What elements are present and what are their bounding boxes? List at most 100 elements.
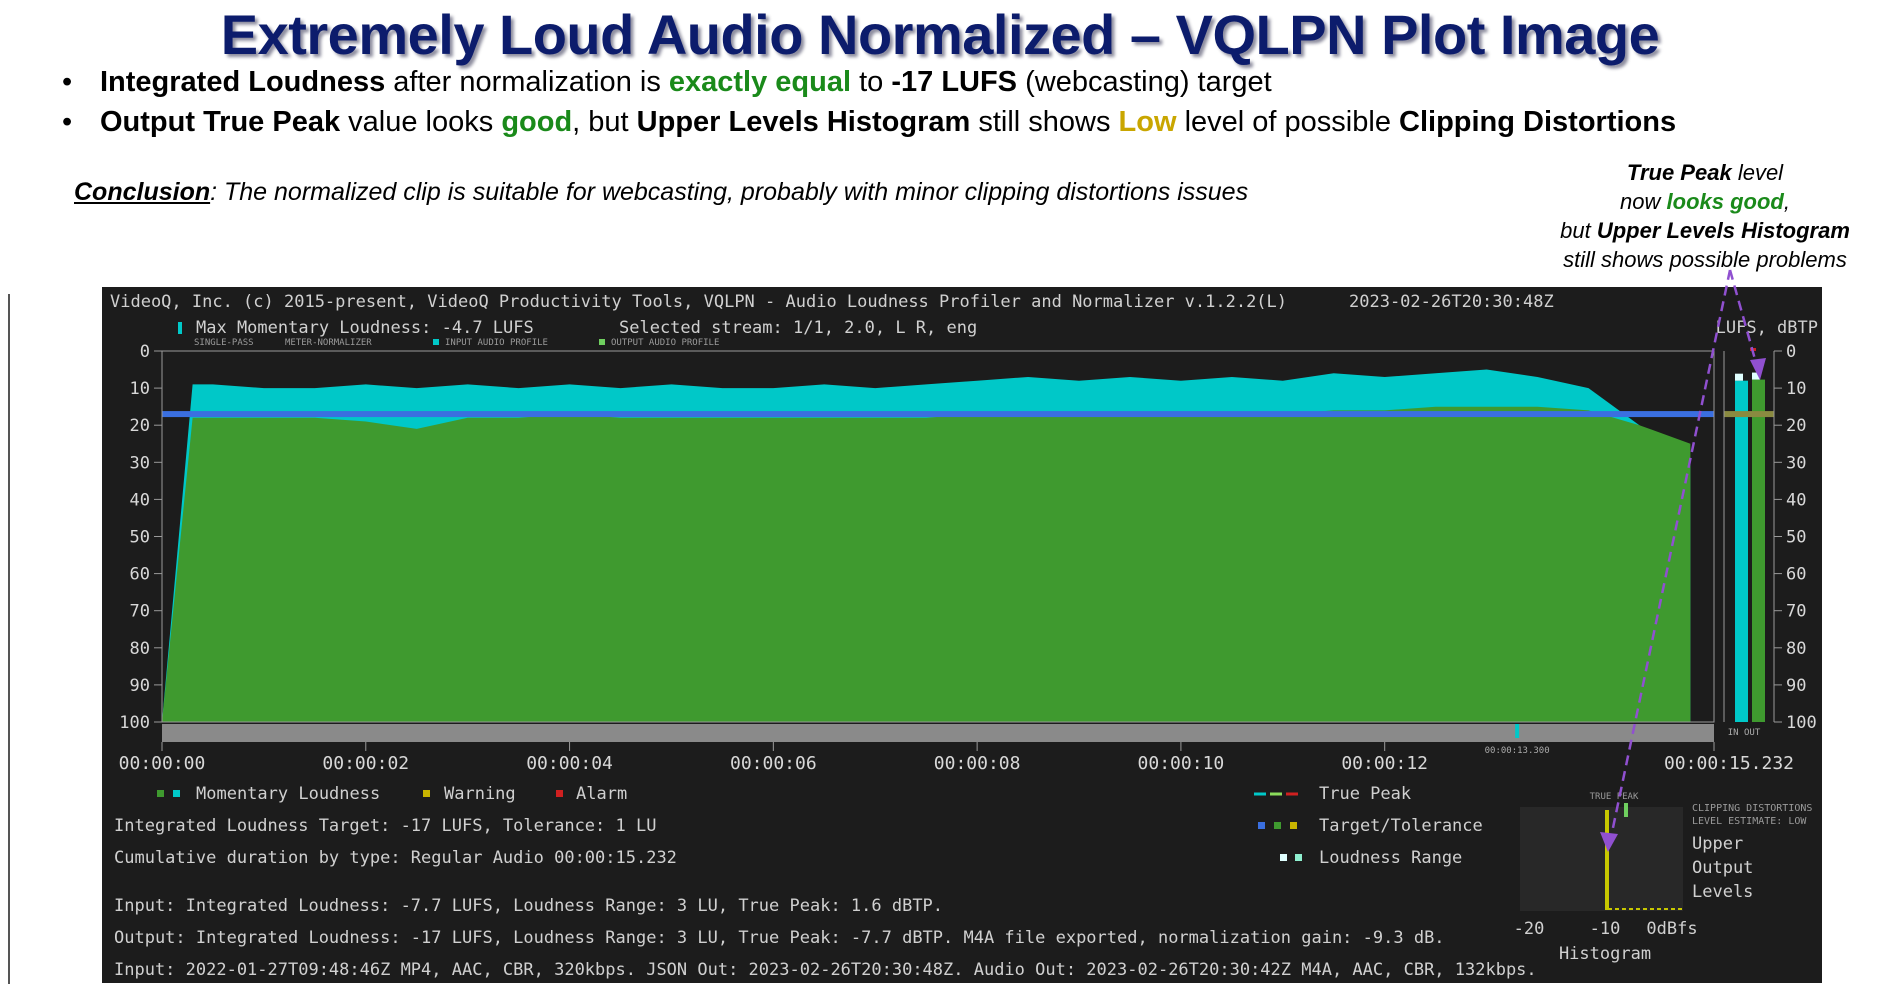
timeline-marker bbox=[1515, 724, 1520, 738]
in-out-label: IN OUT bbox=[1728, 728, 1761, 738]
x-tick-label: 00:00:12 bbox=[1341, 753, 1428, 774]
alarm-tick bbox=[1750, 348, 1756, 351]
peak-cap bbox=[1752, 372, 1760, 380]
plot-panel: 00:00:13.300 IN OUT 0 0 10 10 20 20 30 30 40 40 50 50… bbox=[102, 287, 1822, 983]
bullet-text: still shows bbox=[970, 106, 1119, 138]
legend-swatch-target bbox=[1274, 822, 1281, 829]
histogram-side-label: Levels bbox=[1692, 882, 1753, 902]
bar-target-band bbox=[1724, 411, 1774, 418]
histogram-yellow-bar bbox=[1605, 810, 1609, 910]
callout-bold: Upper Levels Histogram bbox=[1596, 218, 1850, 243]
histogram-tick: -20 bbox=[1514, 919, 1545, 939]
histogram-side-label: Output bbox=[1692, 858, 1753, 878]
y-tick-label: 100 bbox=[119, 713, 150, 733]
small-label: SINGLE-PASS bbox=[194, 338, 254, 348]
y-tick-label: 40 bbox=[130, 490, 150, 510]
timeline-bar bbox=[162, 724, 1714, 742]
y-tick-label: 30 bbox=[130, 453, 150, 473]
conclusion-text: : The normalized clip is suitable for we… bbox=[210, 178, 1249, 206]
histogram-box bbox=[1520, 807, 1683, 911]
callout-green: looks good bbox=[1666, 189, 1784, 214]
y-tick-label-right: 70 bbox=[1786, 602, 1806, 622]
x-tick-label: 00:00:10 bbox=[1138, 753, 1225, 774]
input-legend-swatch bbox=[433, 339, 439, 345]
callout-text: now bbox=[1620, 189, 1667, 214]
y-tick-label-right: 100 bbox=[1786, 713, 1817, 733]
y-tick-label: 20 bbox=[130, 416, 150, 436]
legend-target: Target/Tolerance bbox=[1319, 816, 1483, 836]
legend-swatch-input bbox=[173, 790, 180, 797]
output-legend-swatch bbox=[599, 339, 605, 345]
peak-cap bbox=[1735, 373, 1743, 381]
y-tick-label-right: 30 bbox=[1786, 453, 1806, 473]
bullet-item: • Integrated Loudness after normalization… bbox=[62, 66, 1272, 98]
y-tick-label-right: 40 bbox=[1786, 490, 1806, 510]
plot-areas bbox=[157, 322, 1774, 911]
level-bar bbox=[1735, 380, 1748, 722]
units-label: LUFS, dBTP bbox=[1716, 318, 1818, 338]
small-label: OUTPUT AUDIO PROFILE bbox=[611, 338, 719, 348]
y-tick-label: 80 bbox=[130, 639, 150, 659]
callout-text: but bbox=[1560, 218, 1597, 243]
info-output: Output: Integrated Loudness: -17 LUFS, L… bbox=[114, 928, 1445, 948]
legend-swatch-alarm bbox=[556, 790, 563, 797]
loudness-plot: 00:00:13.300 IN OUT 0 0 10 10 20 20 30 30 40 40 50 50… bbox=[110, 292, 1818, 980]
bullet-text: to bbox=[851, 66, 892, 98]
y-tick-label: 0 bbox=[140, 342, 150, 362]
callout-text: , bbox=[1783, 189, 1790, 214]
bullet-item: • Output True Peak value looks good, but … bbox=[62, 106, 1677, 138]
histogram-green-mark bbox=[1624, 803, 1628, 817]
bullet-green-text: good bbox=[501, 106, 573, 138]
y-tick-label-right: 20 bbox=[1786, 416, 1806, 436]
y-tick-label-right: 60 bbox=[1786, 565, 1806, 585]
plot-header: VideoQ, Inc. (c) 2015-present, VideoQ Pr… bbox=[110, 292, 1287, 312]
histogram-side-title: LEVEL ESTIMATE: LOW bbox=[1692, 816, 1807, 827]
bullet-olive-text: Low bbox=[1118, 106, 1177, 138]
bullet-bold-text: -17 LUFS bbox=[891, 66, 1018, 98]
legend-swatch-range bbox=[1295, 854, 1302, 861]
info-duration: Cumulative duration by type: Regular Aud… bbox=[114, 848, 677, 868]
timeline-marker-label: 00:00:13.300 bbox=[1485, 746, 1550, 756]
plot-texts: 00:00:13.300 IN OUT 0 0 10 10 20 20 30 30 40 40 50 50… bbox=[110, 292, 1818, 980]
y-tick-label: 60 bbox=[130, 565, 150, 585]
y-tick-label-right: 80 bbox=[1786, 639, 1806, 659]
bullet-green-text: exactly equal bbox=[668, 66, 852, 98]
bullet-bold-text: Upper Levels Histogram bbox=[636, 106, 971, 138]
histogram-side-title: CLIPPING DISTORTIONS bbox=[1692, 803, 1812, 814]
bullet-text: level of possible bbox=[1176, 106, 1400, 138]
histogram-side-label: Upper bbox=[1692, 834, 1743, 854]
x-tick-label: 00:00:08 bbox=[934, 753, 1021, 774]
bullet-bold-text: Clipping Distortions bbox=[1399, 106, 1677, 138]
bullet-text: (webcasting) target bbox=[1017, 66, 1272, 98]
callout-text: still shows possible problems bbox=[1563, 247, 1847, 272]
legend-swatch-warning bbox=[423, 790, 430, 797]
legend-swatch-target bbox=[1258, 822, 1265, 829]
info-input: Input: Integrated Loudness: -7.7 LUFS, L… bbox=[114, 896, 943, 916]
output-profile-area bbox=[162, 406, 1691, 722]
y-tick-label: 90 bbox=[130, 676, 150, 696]
left-divider bbox=[8, 294, 10, 984]
target-line bbox=[162, 411, 1714, 418]
bullet-text: after normalization is bbox=[385, 66, 669, 98]
x-tick-label: 00:00:06 bbox=[730, 753, 817, 774]
legend-alarm: Alarm bbox=[576, 784, 627, 804]
histogram-tick: 0dBfs bbox=[1646, 919, 1697, 939]
histogram-caption: Histogram bbox=[1559, 944, 1651, 964]
y-tick-label: 70 bbox=[130, 602, 150, 622]
y-tick-label-right: 90 bbox=[1786, 676, 1806, 696]
small-label: INPUT AUDIO PROFILE bbox=[445, 338, 548, 348]
page-title: Extremely Loud Audio Normalized – VQLPN … bbox=[220, 3, 1660, 66]
y-tick-label-right: 0 bbox=[1786, 342, 1796, 362]
x-tick-label: 00:00:04 bbox=[526, 753, 613, 774]
bullet-list: • Integrated Loudness after normalization… bbox=[62, 66, 1676, 146]
callout-note: True Peak level now looks good, but Uppe… bbox=[1530, 158, 1880, 274]
legend-true-peak: True Peak bbox=[1319, 784, 1411, 804]
conclusion-label: Conclusion bbox=[74, 178, 211, 206]
y-tick-label-right: 10 bbox=[1786, 379, 1806, 399]
selected-stream-label: Selected stream: 1/1, 2.0, L R, eng bbox=[619, 318, 977, 338]
x-tick-label: 00:00:02 bbox=[322, 753, 409, 774]
legend-momentary: Momentary Loudness bbox=[196, 784, 380, 804]
legend-range: Loudness Range bbox=[1319, 848, 1462, 868]
histogram-tick: -10 bbox=[1590, 919, 1621, 939]
histogram-top-label: TRUE PEAK bbox=[1590, 792, 1639, 802]
